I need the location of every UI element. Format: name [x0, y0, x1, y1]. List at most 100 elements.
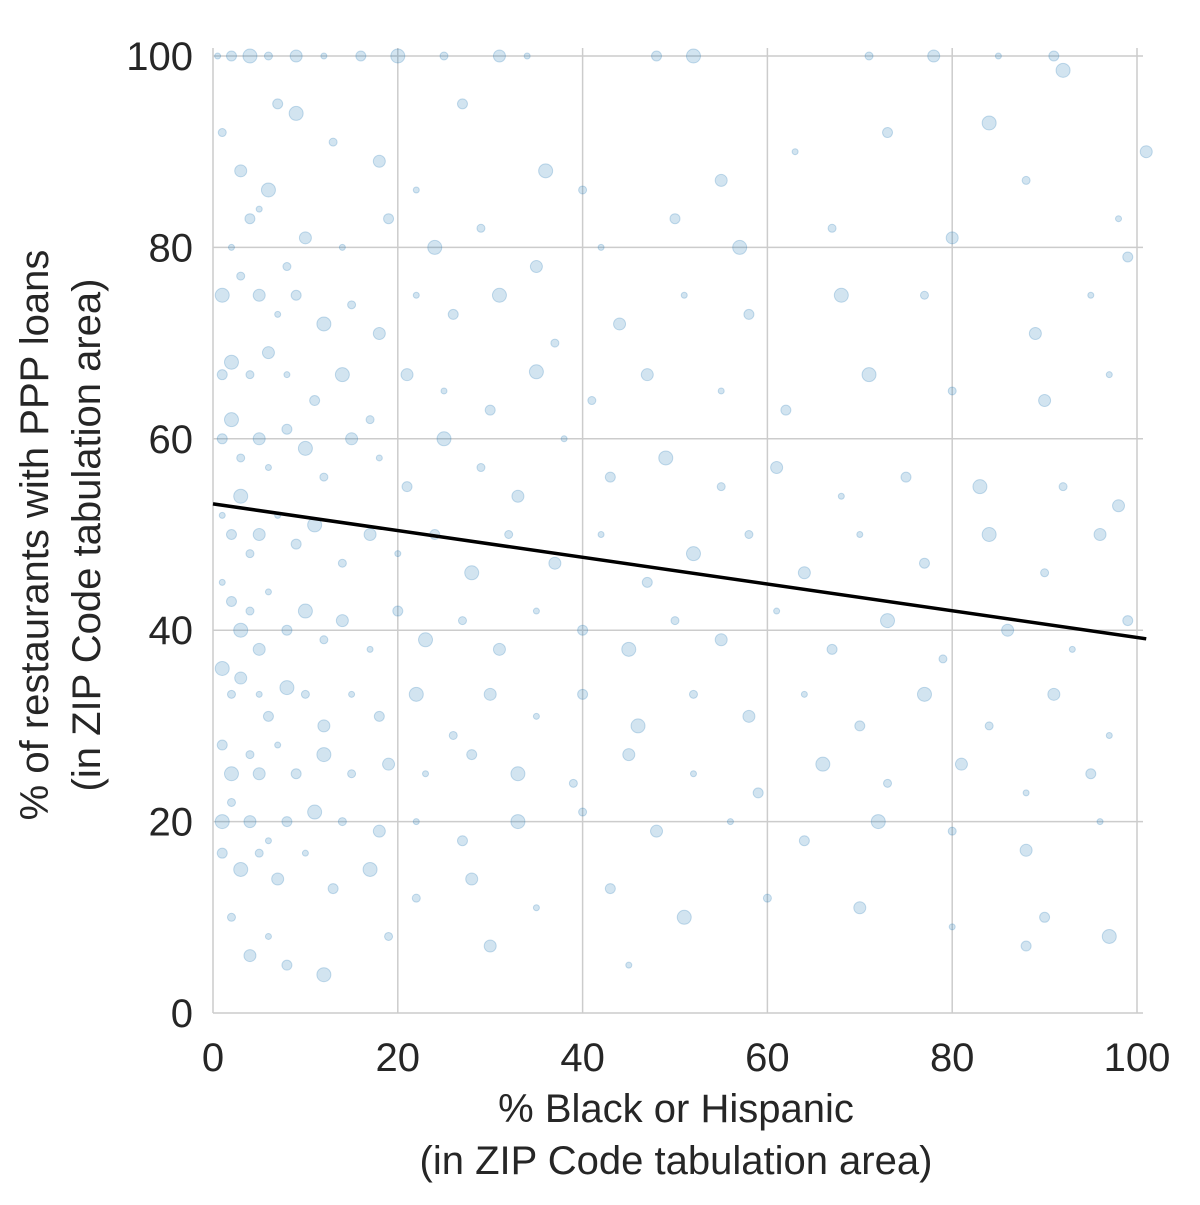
data-point: [613, 317, 627, 331]
data-point: [752, 787, 764, 799]
data-point: [372, 327, 386, 341]
y-tick-label: 60: [149, 418, 194, 462]
data-point: [236, 453, 246, 463]
data-point: [226, 912, 236, 922]
data-point: [316, 967, 332, 983]
data-point: [274, 310, 282, 318]
data-point: [216, 433, 228, 445]
data-point: [947, 826, 957, 836]
data-point: [382, 757, 396, 771]
data-point: [373, 710, 385, 722]
data-point: [448, 730, 458, 740]
data-point: [334, 367, 350, 383]
y-axis-title-line-1: % of restaurants with PPP loans: [13, 250, 57, 821]
data-point: [245, 549, 255, 559]
data-point: [464, 565, 480, 581]
data-point: [363, 528, 377, 541]
data-point: [255, 205, 263, 213]
data-point: [465, 872, 479, 886]
data-point: [587, 396, 597, 406]
data-point: [597, 531, 605, 538]
data-point: [252, 767, 266, 781]
data-point: [281, 624, 293, 636]
y-tick-label: 40: [149, 609, 194, 653]
data-point: [919, 290, 929, 300]
data-point: [1001, 623, 1015, 637]
data-point: [447, 308, 459, 320]
data-point: [223, 766, 239, 782]
x-tick-label: 0: [202, 1036, 224, 1080]
data-point: [1055, 62, 1071, 78]
data-point: [680, 291, 688, 299]
data-point: [383, 213, 395, 225]
data-point: [243, 949, 257, 963]
data-point: [254, 848, 264, 858]
data-point: [252, 528, 266, 541]
data-point: [298, 231, 312, 245]
data-point: [1047, 687, 1061, 701]
data-point: [577, 688, 589, 700]
data-point: [281, 816, 293, 828]
data-point: [981, 527, 997, 542]
data-point: [242, 48, 258, 64]
y-tick-labels: 0 20 40 60 80 100: [126, 35, 193, 1036]
data-point: [743, 308, 755, 320]
data-point: [319, 472, 329, 482]
data-point: [300, 689, 310, 699]
x-axis-title-line-1: % Black or Hispanic: [498, 1087, 854, 1131]
data-point: [233, 488, 249, 504]
data-point: [625, 961, 633, 969]
data-point: [236, 271, 246, 281]
data-point: [375, 454, 383, 462]
data-point: [335, 614, 349, 628]
data-point: [347, 769, 357, 779]
data-point: [833, 287, 849, 303]
data-point: [532, 607, 540, 615]
data-point: [394, 550, 402, 558]
data-point: [214, 287, 230, 303]
data-point: [994, 52, 1002, 60]
x-tick-label: 100: [1104, 1036, 1171, 1080]
data-point: [274, 741, 282, 749]
data-point: [456, 98, 468, 110]
data-point: [365, 415, 375, 425]
data-point: [255, 690, 263, 698]
data-point: [947, 386, 957, 396]
data-point: [685, 48, 701, 64]
data-point: [283, 371, 291, 379]
x-tick-label: 60: [745, 1036, 790, 1080]
data-point: [954, 757, 968, 771]
data-point: [392, 605, 404, 617]
data-point: [826, 643, 838, 655]
data-point: [261, 346, 275, 360]
data-point: [297, 603, 313, 619]
grid-layer: [212, 48, 1143, 1014]
data-point: [412, 186, 420, 194]
data-point: [290, 768, 302, 780]
data-point: [234, 671, 248, 685]
data-point: [252, 288, 266, 302]
data-point: [483, 939, 497, 953]
data-point: [252, 642, 266, 656]
data-point: [578, 185, 588, 195]
data-point: [214, 814, 230, 830]
data-point: [641, 576, 653, 588]
data-point: [837, 492, 845, 500]
data-point: [348, 690, 356, 698]
data-point: [1021, 175, 1031, 185]
data-point: [457, 616, 467, 626]
data-point: [362, 861, 378, 877]
data-point: [345, 432, 359, 446]
data-point: [440, 387, 448, 395]
data-point: [1028, 327, 1042, 341]
data-point: [337, 558, 347, 568]
x-tick-labels: 0 20 40 60 80 100: [202, 1036, 1171, 1080]
y-tick-label: 0: [171, 992, 193, 1036]
data-point: [1068, 645, 1076, 653]
data-point: [476, 223, 486, 233]
data-point: [491, 287, 507, 303]
data-point: [225, 529, 237, 540]
data-point: [289, 49, 303, 63]
data-point: [327, 883, 339, 895]
